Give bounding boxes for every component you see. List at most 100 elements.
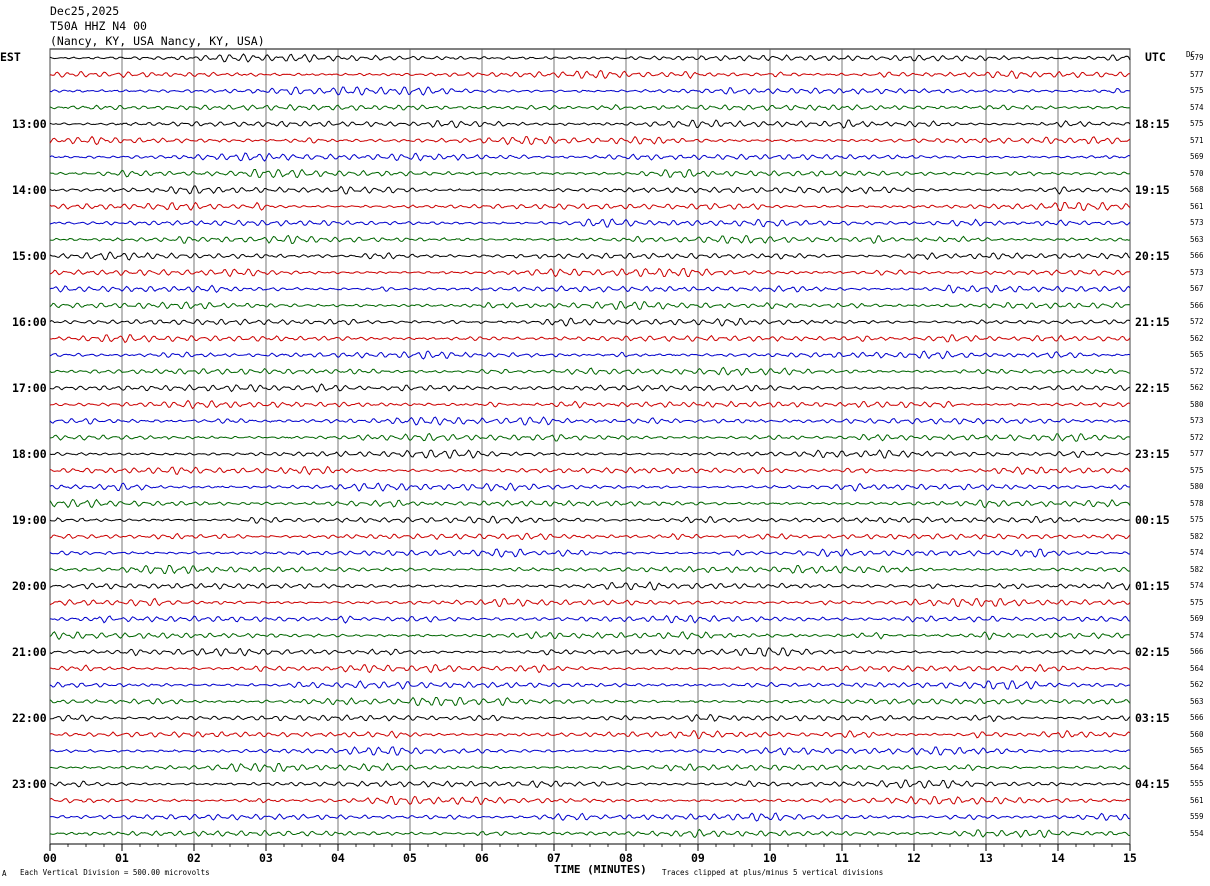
left-hour-label: 21:00 — [12, 645, 47, 659]
x-tick-label: 09 — [691, 851, 705, 865]
dc-value: 575 — [1190, 86, 1204, 95]
trace-line — [49, 449, 1131, 459]
x-tick-label: 06 — [475, 851, 489, 865]
trace-line — [49, 284, 1131, 294]
location-label: (Nancy, KY, USA Nancy, KY, USA) — [50, 34, 265, 48]
dc-value: 574 — [1190, 548, 1204, 557]
right-timezone-label: UTC — [1145, 50, 1166, 64]
trace-line — [49, 119, 1131, 129]
trace-line — [49, 564, 1131, 575]
dc-value: 569 — [1190, 152, 1204, 161]
trace-line — [49, 86, 1131, 96]
dc-value: 566 — [1190, 647, 1204, 656]
trace-line — [49, 432, 1131, 443]
dc-value: 565 — [1190, 350, 1204, 359]
dc-value: 559 — [1190, 812, 1204, 821]
dc-value: 568 — [1190, 185, 1204, 194]
trace-line — [50, 334, 1131, 344]
plot-frame — [49, 48, 1131, 845]
right-hour-label: 04:15 — [1135, 777, 1170, 791]
dc-value: 566 — [1190, 251, 1204, 260]
dc-value: 560 — [1190, 729, 1204, 739]
dc-value: 569 — [1190, 614, 1204, 623]
x-tick-label: 01 — [115, 851, 129, 865]
trace-line — [49, 597, 1131, 608]
x-axis-title: TIME (MINUTES) — [554, 863, 647, 876]
right-hour-label: 23:15 — [1135, 447, 1170, 461]
dc-value: 573 — [1190, 267, 1204, 277]
trace-line — [49, 795, 1131, 806]
dc-value: 573 — [1190, 218, 1204, 227]
dc-value: 580 — [1190, 399, 1204, 409]
left-hour-label: 23:00 — [12, 777, 47, 791]
trace-line — [49, 515, 1131, 525]
dc-value: 577 — [1190, 69, 1204, 79]
dc-value: 564 — [1190, 762, 1204, 772]
dc-value: 572 — [1190, 366, 1204, 376]
x-tick-label: 00 — [43, 851, 57, 865]
trace-line — [49, 498, 1131, 509]
trace-line — [49, 103, 1131, 112]
x-tick-label: 11 — [835, 851, 849, 865]
left-hour-label: 22:00 — [12, 711, 47, 725]
x-tick-label: 08 — [619, 851, 633, 865]
trace-line — [49, 696, 1131, 707]
trace-line — [49, 762, 1131, 773]
trace-line — [49, 69, 1130, 80]
right-hour-label: 02:15 — [1135, 645, 1170, 659]
dc-value: 566 — [1190, 300, 1204, 310]
right-hour-label: 18:15 — [1135, 117, 1170, 131]
x-tick-label: 07 — [547, 851, 561, 865]
trace-line — [49, 713, 1131, 723]
x-tick-label: 14 — [1051, 851, 1065, 865]
right-hour-label: 21:15 — [1135, 315, 1170, 329]
left-hour-label: 20:00 — [12, 579, 47, 593]
trace-line — [49, 152, 1131, 162]
dc-value: 566 — [1190, 713, 1204, 722]
left-hour-label: 16:00 — [12, 315, 47, 329]
dc-value: 562 — [1190, 383, 1204, 392]
left-hour-label: 14:00 — [12, 183, 47, 197]
left-hour-label: 17:00 — [12, 381, 47, 395]
right-hour-label: 01:15 — [1135, 579, 1170, 593]
trace-line — [49, 185, 1131, 195]
dc-value: 564 — [1190, 663, 1204, 673]
dc-value: 573 — [1190, 416, 1204, 425]
trace-line — [49, 300, 1131, 311]
trace-line — [49, 350, 1131, 360]
dc-value: 561 — [1190, 201, 1204, 211]
dc-value: 582 — [1190, 564, 1204, 574]
trace-line — [49, 614, 1131, 624]
dc-value: 572 — [1190, 432, 1204, 442]
trace-line — [49, 251, 1131, 261]
dc-value: 561 — [1190, 795, 1204, 805]
trace-line — [49, 465, 1131, 476]
dc-value: 563 — [1190, 234, 1204, 244]
dc-value: 574 — [1190, 581, 1204, 590]
trace-line — [49, 399, 1131, 410]
dc-value: 572 — [1190, 317, 1204, 326]
trace-line — [49, 729, 1131, 740]
date-label: Dec25,2025 — [50, 4, 120, 18]
trace-line — [49, 135, 1131, 146]
trace-line — [49, 680, 1130, 690]
dc-value: 554 — [1190, 828, 1204, 838]
trace-line — [49, 218, 1131, 228]
x-tick-label: 05 — [403, 851, 417, 865]
x-tick-label: 15 — [1123, 851, 1137, 865]
dc-value: 555 — [1190, 779, 1204, 788]
station-label: T50A HHZ N4 00 — [50, 19, 147, 33]
dc-value: 574 — [1190, 630, 1204, 640]
trace-line — [49, 828, 1131, 839]
x-tick-label: 02 — [187, 851, 201, 865]
left-hour-label: 13:00 — [12, 117, 47, 131]
scale-note: Each Vertical Division = 500.00 microvol… — [20, 868, 210, 877]
trace-line — [49, 647, 1131, 657]
trace-line — [49, 168, 1131, 179]
dc-value: 575 — [1190, 515, 1204, 524]
right-hour-label: 20:15 — [1135, 249, 1170, 263]
right-hour-label: 19:15 — [1135, 183, 1170, 197]
dc-value: 582 — [1190, 531, 1204, 541]
dc-value: 575 — [1190, 465, 1204, 475]
dc-value: 577 — [1190, 449, 1204, 458]
